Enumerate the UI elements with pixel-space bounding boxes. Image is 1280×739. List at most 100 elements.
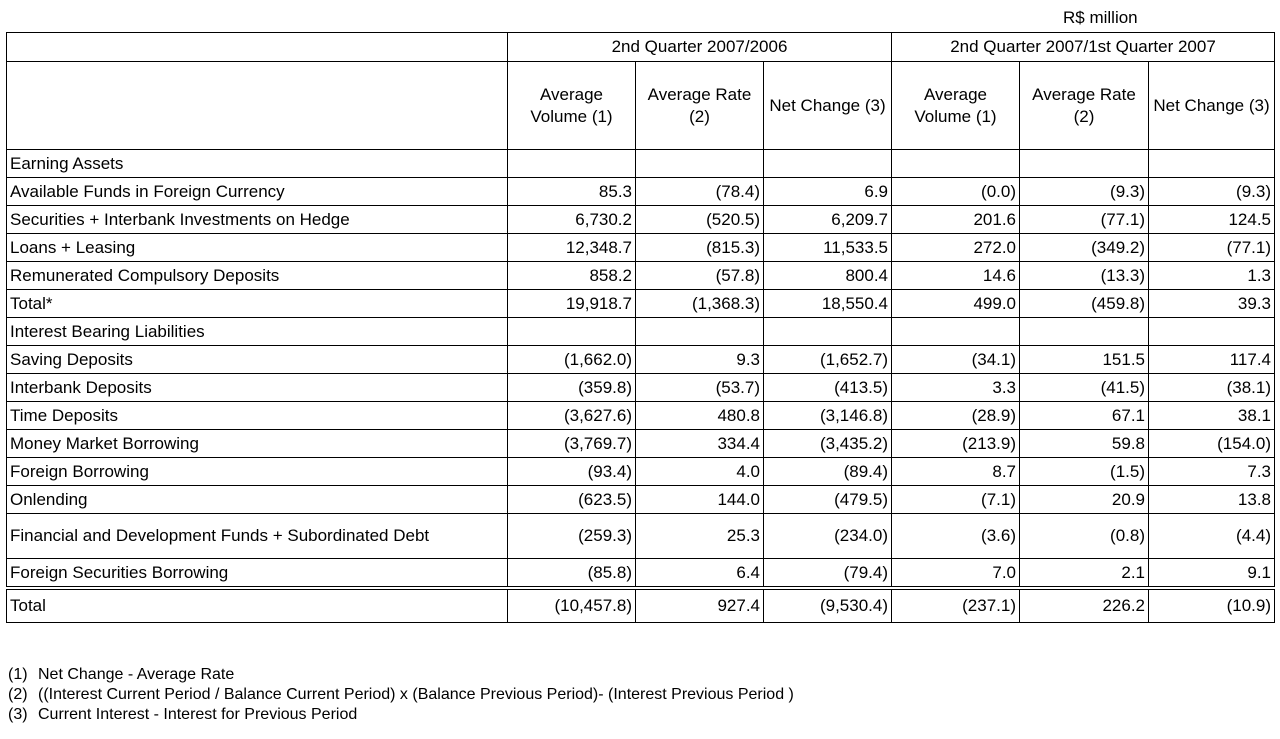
value-cell: (13.3) xyxy=(1019,261,1149,290)
value-cell: (259.3) xyxy=(507,513,636,559)
empty-cell xyxy=(507,149,636,178)
value-cell: 117.4 xyxy=(1148,345,1275,374)
group-header-2007-2006: 2nd Quarter 2007/2006 xyxy=(507,32,892,62)
value-cell: (3,435.2) xyxy=(763,429,892,458)
table-row: Loans + Leasing 12,348.7 (815.3) 11,533.5 27… xyxy=(6,233,1275,262)
value-cell: (3,769.7) xyxy=(507,429,636,458)
row-label: Saving Deposits xyxy=(6,345,508,374)
value-cell: 59.8 xyxy=(1019,429,1149,458)
footnotes: (1) Net Change - Average Rate (2) ((Interes… xyxy=(8,665,794,725)
value-cell: (41.5) xyxy=(1019,373,1149,402)
value-cell: (234.0) xyxy=(763,513,892,559)
section-title: Interest Bearing Liabilities xyxy=(6,317,508,346)
value-cell: (77.1) xyxy=(1148,233,1275,262)
header-blank-cell xyxy=(6,32,508,62)
value-cell: (520.5) xyxy=(635,205,764,234)
row-label: Securities + Interbank Investments on He… xyxy=(6,205,508,234)
table-row: Interbank Deposits (359.8) (53.7) (413.5) 3.… xyxy=(6,373,1275,402)
row-label: Interbank Deposits xyxy=(6,373,508,402)
table-row: Financial and Development Funds + Subord… xyxy=(6,513,1275,559)
empty-cell xyxy=(763,317,892,346)
value-cell: 800.4 xyxy=(763,261,892,290)
value-cell: 499.0 xyxy=(891,289,1020,318)
table-row: Foreign Borrowing (93.4) 4.0 (89.4) 8.7 (1.5)… xyxy=(6,457,1275,486)
value-cell: 13.8 xyxy=(1148,485,1275,514)
empty-cell xyxy=(507,317,636,346)
footnote-text: Current Interest - Interest for Previous… xyxy=(38,706,358,723)
value-cell: (79.4) xyxy=(763,558,892,589)
value-cell: (34.1) xyxy=(891,345,1020,374)
empty-cell xyxy=(1148,317,1275,346)
column-header: Average Rate (2) xyxy=(1019,61,1149,150)
column-header: Net Change (3) xyxy=(1148,61,1275,150)
section-title: Earning Assets xyxy=(6,149,508,178)
column-header: Average Volume (1) xyxy=(891,61,1020,150)
value-cell: 18,550.4 xyxy=(763,289,892,318)
value-cell: 19,918.7 xyxy=(507,289,636,318)
value-cell: 12,348.7 xyxy=(507,233,636,262)
value-cell: 334.4 xyxy=(635,429,764,458)
value-cell: 151.5 xyxy=(1019,345,1149,374)
value-cell: 14.6 xyxy=(891,261,1020,290)
value-cell: (623.5) xyxy=(507,485,636,514)
column-header: Average Rate (2) xyxy=(635,61,764,150)
row-label: Money Market Borrowing xyxy=(6,429,508,458)
column-header: Average Volume (1) xyxy=(507,61,636,150)
value-cell: 858.2 xyxy=(507,261,636,290)
empty-cell xyxy=(1148,149,1275,178)
value-cell: 2.1 xyxy=(1019,558,1149,589)
group-header-2q-1q-2007: 2nd Quarter 2007/1st Quarter 2007 xyxy=(891,32,1275,62)
value-cell: 201.6 xyxy=(891,205,1020,234)
value-cell: 7.3 xyxy=(1148,457,1275,486)
empty-cell xyxy=(891,317,1020,346)
value-cell: (237.1) xyxy=(891,586,1020,623)
value-cell: 20.9 xyxy=(1019,485,1149,514)
value-cell: (459.8) xyxy=(1019,289,1149,318)
row-label: Foreign Securities Borrowing xyxy=(6,558,508,589)
value-cell: 6,730.2 xyxy=(507,205,636,234)
table-row: Saving Deposits (1,662.0) 9.3 (1,652.7) (34.… xyxy=(6,345,1275,374)
value-cell: 85.3 xyxy=(507,177,636,206)
value-cell: (0.8) xyxy=(1019,513,1149,559)
footnote: (3) Current Interest - Interest for Previ… xyxy=(8,705,794,725)
value-cell: (1.5) xyxy=(1019,457,1149,486)
empty-cell xyxy=(635,149,764,178)
value-cell: (28.9) xyxy=(891,401,1020,430)
value-cell: (85.8) xyxy=(507,558,636,589)
value-cell: (0.0) xyxy=(891,177,1020,206)
value-cell: 39.3 xyxy=(1148,289,1275,318)
row-label: Total* xyxy=(6,289,508,318)
value-cell: (213.9) xyxy=(891,429,1020,458)
row-label: Loans + Leasing xyxy=(6,233,508,262)
value-cell: (1,652.7) xyxy=(763,345,892,374)
header-blank-cell xyxy=(6,61,508,150)
value-cell: 8.7 xyxy=(891,457,1020,486)
value-cell: (38.1) xyxy=(1148,373,1275,402)
value-cell: 4.0 xyxy=(635,457,764,486)
value-cell: (9.3) xyxy=(1019,177,1149,206)
table-row: Money Market Borrowing (3,769.7) 334.4 (3,4… xyxy=(6,429,1275,458)
value-cell: (77.1) xyxy=(1019,205,1149,234)
empty-cell xyxy=(635,317,764,346)
footnote-text: ((Interest Current Period / Balance Curr… xyxy=(38,686,794,703)
empty-cell xyxy=(1019,149,1149,178)
value-cell: 226.2 xyxy=(1019,586,1149,623)
table-row: Onlending (623.5) 144.0 (479.5) (7.1) 20.9 13.… xyxy=(6,485,1275,514)
table-row: Total* 19,918.7 (1,368.3) 18,550.4 499.0 (459… xyxy=(6,289,1275,318)
value-cell: (9.3) xyxy=(1148,177,1275,206)
value-cell: (413.5) xyxy=(763,373,892,402)
column-header-row: Average Volume (1) Average Rate (2) Net … xyxy=(6,61,1275,150)
value-cell: 38.1 xyxy=(1148,401,1275,430)
empty-cell xyxy=(891,149,1020,178)
footnote-text: Net Change - Average Rate xyxy=(38,666,235,683)
value-cell: (3,627.6) xyxy=(507,401,636,430)
value-cell: (57.8) xyxy=(635,261,764,290)
footnote-number: (3) xyxy=(8,706,28,723)
section-row-interest-bearing-liabilities: Interest Bearing Liabilities xyxy=(6,317,1275,346)
empty-cell xyxy=(763,149,892,178)
unit-label: R$ million xyxy=(1063,8,1138,27)
table-row: Securities + Interbank Investments on He… xyxy=(6,205,1275,234)
value-cell: (815.3) xyxy=(635,233,764,262)
value-cell: 7.0 xyxy=(891,558,1020,589)
value-cell: (349.2) xyxy=(1019,233,1149,262)
